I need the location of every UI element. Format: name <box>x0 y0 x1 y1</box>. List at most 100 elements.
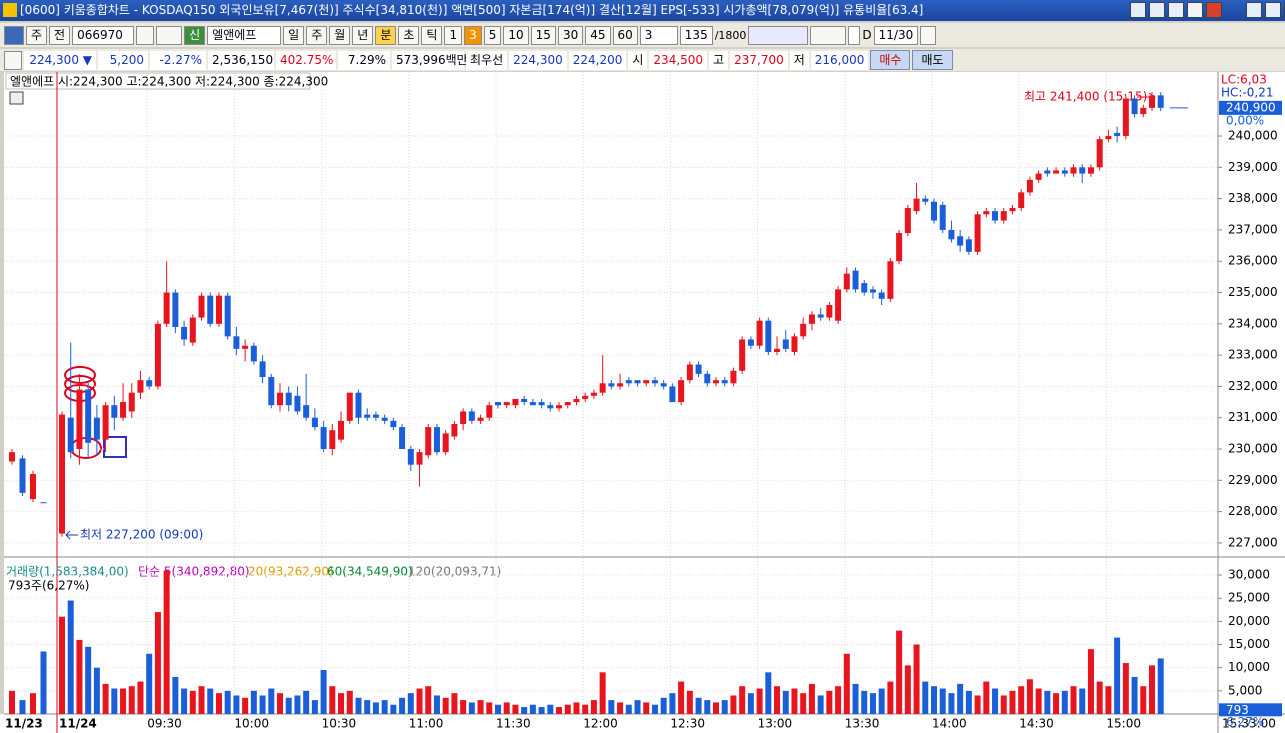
candle-body <box>782 339 789 349</box>
icon[interactable] <box>4 25 24 45</box>
buy-button[interactable]: 매수 <box>870 50 911 70</box>
x-tick-label: 15:00 <box>1106 717 1141 731</box>
last-price: 240,900 <box>1226 100 1276 114</box>
y-tick-label: 25,000 <box>1228 591 1270 605</box>
volume-bar <box>869 693 876 714</box>
volume-bar <box>931 686 937 714</box>
interval[interactable]: 3 <box>464 25 482 45</box>
calendar[interactable] <box>920 25 937 45</box>
label: 저 <box>789 50 809 70</box>
market-select[interactable]: 주 <box>26 25 48 45</box>
x-tick-label: 11/24 <box>59 717 97 731</box>
volume-bar <box>721 700 728 714</box>
interval[interactable]: 5 <box>483 25 502 45</box>
x-tick-label: 14:00 <box>932 717 967 731</box>
date-input[interactable]: 11/30 <box>873 25 919 45</box>
x-tick-label: 13:30 <box>845 717 880 731</box>
interval-input[interactable]: 3 <box>639 25 678 45</box>
volume-bar <box>695 697 702 714</box>
icon[interactable] <box>1130 2 1146 18</box>
volume-bar <box>852 683 859 714</box>
icon[interactable] <box>1149 2 1165 18</box>
candle-body <box>1035 173 1042 180</box>
volume-bar <box>704 700 711 714</box>
candle-body <box>425 427 432 456</box>
y-tick-label: 228,000 <box>1228 504 1278 518</box>
volume-bar <box>416 688 423 714</box>
candle-body <box>582 395 589 399</box>
period[interactable]: 일 <box>283 25 305 45</box>
volume: 2,536,150 <box>208 50 274 70</box>
candle-body <box>1000 211 1007 221</box>
volume-bar <box>215 693 222 714</box>
period[interactable]: 초 <box>398 25 420 45</box>
icon[interactable] <box>9 91 24 105</box>
volume-bar <box>957 683 964 714</box>
candle-body <box>957 236 964 246</box>
sound[interactable] <box>156 25 183 45</box>
candle-body <box>922 198 929 202</box>
period[interactable]: 주 <box>306 25 328 45</box>
last-price-box <box>1219 100 1282 115</box>
candle-body <box>965 239 972 252</box>
candle-body <box>625 380 632 384</box>
volume-bar <box>59 616 65 714</box>
interval[interactable]: 60 <box>612 25 638 45</box>
icon[interactable] <box>1168 2 1184 18</box>
window-icons <box>1130 2 1285 18</box>
volume-bar <box>1131 676 1138 714</box>
candle-body <box>163 292 170 324</box>
volume-bar <box>120 688 127 714</box>
checkbox[interactable] <box>848 25 861 45</box>
icon[interactable] <box>4 50 22 70</box>
tool-icons[interactable] <box>748 25 809 45</box>
volume-bar <box>477 700 484 714</box>
candle-body <box>9 452 15 462</box>
volume-bar <box>111 688 118 714</box>
button[interactable]: 전 <box>49 25 71 45</box>
candle-body <box>67 417 74 453</box>
candle-body <box>137 380 144 393</box>
last-volume-pct: 6,27% <box>1226 715 1264 729</box>
minimize[interactable] <box>1246 2 1262 18</box>
volume-bar <box>547 704 554 714</box>
volume-bar <box>1105 686 1112 714</box>
code-input[interactable]: 066970 <box>72 25 135 45</box>
interval[interactable]: 15 <box>530 25 556 45</box>
interval[interactable]: 45 <box>585 25 611 45</box>
chart: 엘앤에프 시:224,300 고:224,300 저:224,300 종:224… <box>0 72 1285 733</box>
app-icon <box>3 3 17 17</box>
candle-body <box>224 295 231 337</box>
period[interactable]: 월 <box>329 25 351 45</box>
volume-bar <box>521 707 528 714</box>
interval[interactable]: 1 <box>444 25 463 45</box>
count-input[interactable]: 135 <box>679 25 713 45</box>
search[interactable] <box>136 25 155 45</box>
period[interactable]: 년 <box>352 25 374 45</box>
price: 224,300 ▼ <box>24 50 96 70</box>
volume-bar <box>599 672 606 714</box>
change: 5,200 <box>98 50 148 70</box>
maximize[interactable] <box>1265 2 1281 18</box>
candle-body <box>1105 136 1112 140</box>
volume-bar <box>643 702 650 714</box>
y-tick-label: 5,000 <box>1228 683 1262 697</box>
tool-icons[interactable] <box>810 25 847 45</box>
sell-button[interactable]: 매도 <box>912 50 953 70</box>
volume-bar <box>224 690 231 714</box>
interval[interactable]: 30 <box>557 25 584 45</box>
volume-bar <box>364 700 371 714</box>
candle-body <box>913 198 920 212</box>
volume-bar <box>538 707 545 714</box>
volume-bar <box>939 688 946 714</box>
icon[interactable] <box>1187 2 1203 18</box>
volume-bar <box>1018 686 1025 714</box>
candle-body <box>111 405 118 418</box>
interval[interactable]: 10 <box>503 25 529 45</box>
period[interactable]: 분 <box>375 25 397 45</box>
period[interactable]: 틱 <box>421 25 443 45</box>
candle-body <box>416 452 423 465</box>
icon[interactable] <box>1206 2 1222 18</box>
x-tick-label: 12:00 <box>583 717 618 731</box>
volume-bar <box>983 681 990 714</box>
